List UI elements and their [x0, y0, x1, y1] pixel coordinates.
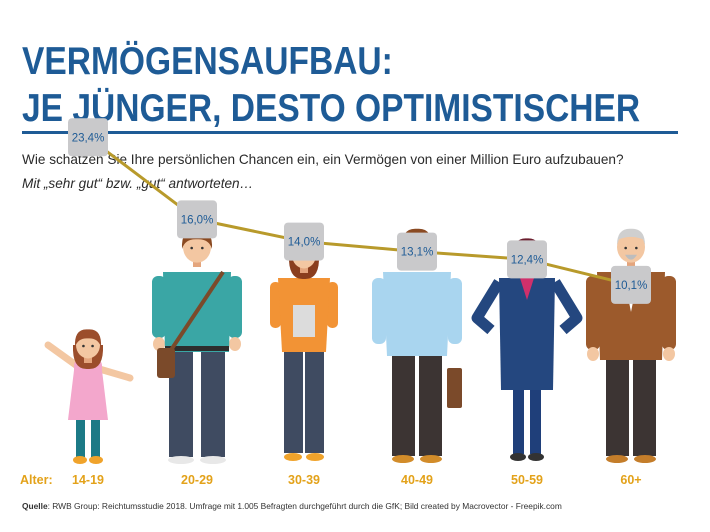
- value-box: [284, 222, 324, 261]
- age-category-label: 60+: [620, 473, 641, 487]
- source-text: : RWB Group: Reichtumsstudie 2018. Umfra…: [47, 501, 562, 511]
- age-category-label: 20-29: [181, 473, 213, 487]
- age-category-label: 30-39: [288, 473, 320, 487]
- title-line-2: JE JÜNGER, DESTO OPTIMISTISCHER: [22, 87, 641, 130]
- data-point: 23,4%: [68, 118, 108, 157]
- title-divider: [22, 131, 678, 134]
- value-label: 14,0%: [288, 237, 321, 249]
- value-box: [507, 240, 547, 279]
- people-figures: [44, 228, 676, 464]
- value-label: 12,4%: [511, 254, 544, 266]
- value-labels: 23,4% 16,0% 14,0% 13,1% 12,4% 10,1%: [68, 118, 651, 304]
- value-box: [397, 232, 437, 271]
- young-man-figure-icon: [152, 228, 242, 464]
- age-category-label: 14-19: [72, 473, 104, 487]
- age-category-label: 40-49: [401, 473, 433, 487]
- data-point: 16,0%: [177, 200, 217, 239]
- source-note: Quelle: RWB Group: Reichtumsstudie 2018.…: [22, 501, 562, 511]
- girl-figure-icon: [44, 329, 134, 464]
- title-line-1: VERMÖGENSAUFBAU:: [22, 40, 393, 83]
- data-point: 13,1%: [397, 232, 437, 271]
- value-label: 16,0%: [181, 214, 214, 226]
- value-box: [68, 118, 108, 157]
- trend-line: [87, 136, 632, 287]
- value-label: 23,4%: [72, 132, 105, 144]
- data-point: 12,4%: [507, 240, 547, 279]
- value-label: 13,1%: [401, 247, 434, 259]
- age-category-label: 50-59: [511, 473, 543, 487]
- survey-question: Wie schätzen Sie Ihre persönlichen Chanc…: [22, 152, 624, 167]
- source-prefix: Quelle: [22, 501, 48, 511]
- data-point: 10,1%: [611, 265, 651, 304]
- senior-man-figure-icon: [586, 228, 676, 463]
- answer-caption: Mit „sehr gut“ bzw. „gut“ antworteten…: [22, 176, 254, 191]
- value-box: [611, 265, 651, 304]
- age-axis-prefix: Alter:: [20, 473, 53, 487]
- value-label: 10,1%: [615, 280, 648, 292]
- age-axis: Alter: 14-19 20-29 30-39 40-49 50-59 60+: [20, 473, 642, 487]
- woman-figure-icon: [270, 239, 338, 461]
- data-point: 14,0%: [284, 222, 324, 261]
- page-title: VERMÖGENSAUFBAU: JE JÜNGER, DESTO OPTIMI…: [22, 38, 640, 132]
- value-box: [177, 200, 217, 239]
